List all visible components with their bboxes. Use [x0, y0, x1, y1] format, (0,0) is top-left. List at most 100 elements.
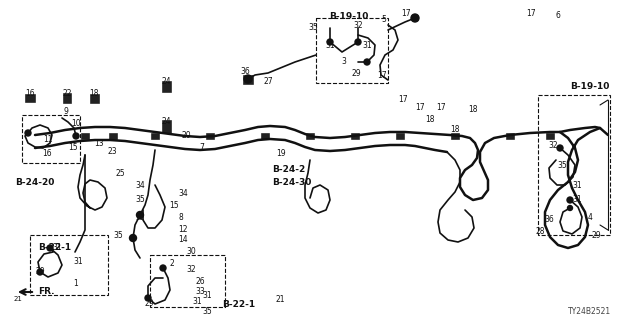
Text: 29: 29 [591, 230, 601, 239]
Text: 32: 32 [353, 20, 363, 29]
Bar [63, 93, 71, 103]
Text: 14: 14 [178, 236, 188, 244]
Text: 10: 10 [71, 118, 81, 127]
Bar [316, 18, 388, 83]
Text: B-24-30: B-24-30 [272, 178, 312, 187]
Text: 31: 31 [192, 298, 202, 307]
Text: 3: 3 [342, 58, 346, 67]
Circle shape [355, 39, 361, 45]
Text: 19: 19 [276, 149, 286, 158]
Text: 31: 31 [572, 181, 582, 190]
Circle shape [567, 197, 573, 203]
Bar [243, 75, 253, 84]
Text: 16: 16 [42, 148, 52, 157]
Text: 29: 29 [144, 299, 154, 308]
Text: 36: 36 [544, 215, 554, 225]
Text: 8: 8 [179, 213, 184, 222]
Circle shape [136, 212, 143, 219]
Bar [261, 133, 269, 139]
Text: 26: 26 [195, 276, 205, 285]
Text: 17: 17 [526, 10, 536, 19]
Text: B-24-2: B-24-2 [272, 165, 305, 174]
Circle shape [244, 75, 252, 83]
Text: 35: 35 [557, 161, 567, 170]
Circle shape [37, 269, 43, 275]
Circle shape [25, 130, 31, 136]
Bar [351, 133, 359, 139]
Text: 27: 27 [263, 77, 273, 86]
Bar [109, 133, 117, 139]
Text: B-24-20: B-24-20 [15, 178, 54, 187]
Text: 17: 17 [377, 71, 387, 81]
Text: 11: 11 [44, 135, 52, 145]
Text: 24: 24 [161, 77, 171, 86]
Circle shape [364, 59, 370, 65]
Text: B-19-10: B-19-10 [329, 12, 369, 21]
Text: 36: 36 [240, 68, 250, 76]
Text: 9: 9 [63, 108, 68, 116]
Text: FR.: FR. [38, 287, 54, 297]
Text: 1: 1 [74, 279, 78, 289]
Bar [538, 95, 610, 235]
Bar [81, 133, 89, 139]
Text: 29: 29 [351, 69, 361, 78]
Bar [206, 133, 214, 139]
Circle shape [568, 205, 573, 211]
Text: 7: 7 [200, 143, 204, 153]
Text: 17: 17 [398, 94, 408, 103]
Text: 12: 12 [179, 225, 188, 234]
Bar [161, 81, 170, 92]
Text: 29: 29 [35, 268, 45, 276]
Text: 35: 35 [135, 196, 145, 204]
Bar [150, 255, 225, 307]
Bar [451, 133, 459, 139]
Text: 30: 30 [186, 247, 196, 257]
Text: 32: 32 [135, 213, 145, 222]
Text: 28: 28 [535, 228, 545, 236]
Text: 34: 34 [178, 189, 188, 198]
Text: B-22-1: B-22-1 [222, 300, 255, 309]
Bar [25, 94, 35, 102]
Text: 31: 31 [73, 257, 83, 266]
Circle shape [47, 245, 53, 251]
Bar [30, 235, 108, 295]
Bar [546, 133, 554, 139]
Text: 25: 25 [115, 170, 125, 179]
Text: 34: 34 [135, 181, 145, 190]
Text: 17: 17 [401, 10, 411, 19]
Text: 31: 31 [572, 196, 582, 204]
Bar [396, 133, 404, 139]
Bar [161, 119, 170, 132]
Text: 15: 15 [68, 143, 78, 153]
Text: 17: 17 [436, 103, 446, 113]
Text: 4: 4 [588, 212, 593, 221]
Text: 20: 20 [181, 131, 191, 140]
Text: 23: 23 [107, 148, 117, 156]
Text: 13: 13 [94, 139, 104, 148]
Circle shape [73, 133, 79, 139]
Circle shape [129, 235, 136, 242]
Text: 31: 31 [202, 292, 212, 300]
Bar [306, 133, 314, 139]
Text: 32: 32 [186, 266, 196, 275]
Circle shape [411, 14, 419, 22]
Text: 6: 6 [556, 12, 561, 20]
Circle shape [327, 39, 333, 45]
Text: 24: 24 [161, 117, 171, 126]
Text: 31: 31 [362, 41, 372, 50]
Text: 21: 21 [13, 296, 22, 302]
Text: 18: 18 [425, 116, 435, 124]
Text: 31: 31 [52, 244, 62, 252]
Text: 31: 31 [325, 41, 335, 50]
Text: 18: 18 [89, 89, 99, 98]
Text: 2: 2 [170, 259, 174, 268]
Bar [151, 133, 159, 139]
Text: 32: 32 [548, 140, 558, 149]
Circle shape [145, 295, 151, 301]
Text: 33: 33 [195, 286, 205, 295]
Bar [90, 93, 99, 102]
Text: TY24B2521: TY24B2521 [568, 308, 611, 316]
Text: 18: 18 [451, 125, 460, 134]
Text: 5: 5 [381, 15, 387, 25]
Text: 22: 22 [62, 89, 72, 98]
